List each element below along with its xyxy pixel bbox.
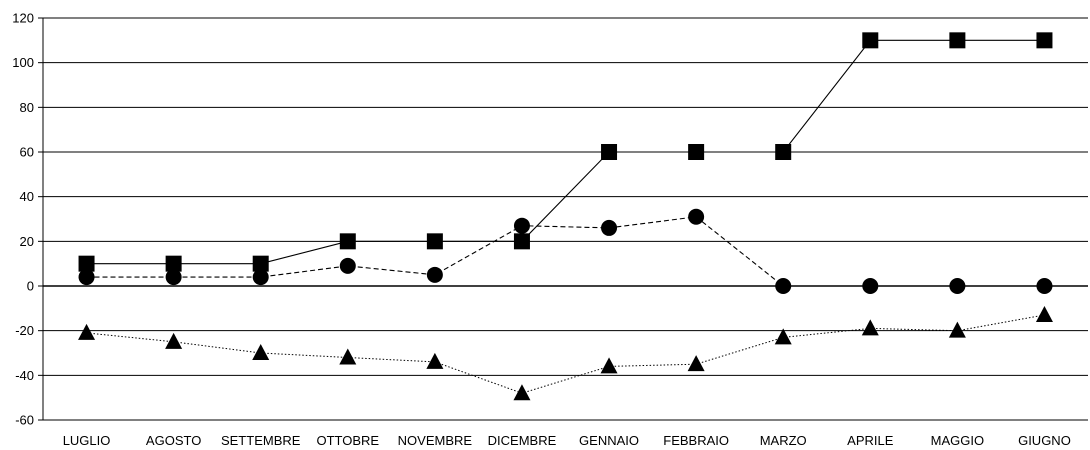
data-point <box>1036 32 1053 49</box>
series-square <box>78 32 1053 272</box>
data-point <box>1036 278 1053 294</box>
data-point <box>426 233 443 250</box>
data-point <box>165 269 182 286</box>
data-point <box>339 233 356 250</box>
x-tick-label: MAGGIO <box>931 433 984 448</box>
y-tick-label: -40 <box>15 368 34 383</box>
grid-lines <box>43 17 1088 421</box>
x-tick-label: AGOSTO <box>146 433 201 448</box>
data-point <box>600 357 618 374</box>
y-tick-label: 80 <box>20 100 34 115</box>
series <box>78 32 1053 401</box>
data-point <box>78 255 95 272</box>
x-tick-label: NOVEMBRE <box>398 433 473 448</box>
y-tick-label: 100 <box>12 55 34 70</box>
data-point <box>1035 306 1053 323</box>
x-tick-label: SETTEMBRE <box>221 433 301 448</box>
data-point <box>601 144 618 160</box>
data-point <box>513 384 531 401</box>
data-point <box>252 269 269 286</box>
data-point <box>339 257 356 274</box>
data-point <box>339 348 357 365</box>
x-tick-label: FEBBRAIO <box>663 433 729 448</box>
data-point <box>687 355 705 372</box>
x-tick-label: APRILE <box>847 433 894 448</box>
y-tick-label: 120 <box>12 11 34 26</box>
x-tick-label: DICEMBRE <box>488 433 557 448</box>
data-point <box>688 144 705 160</box>
data-point <box>862 32 879 49</box>
series-line <box>86 39 1045 265</box>
y-tick-label: -20 <box>15 323 34 338</box>
x-tick-label: MARZO <box>760 433 807 448</box>
data-point <box>601 219 618 236</box>
x-tick-label: OTTOBRE <box>316 433 379 448</box>
series-line <box>86 314 1045 394</box>
data-point <box>948 321 966 338</box>
data-point <box>775 278 792 294</box>
y-tick-labels: -60 -40 -20 0 20 40 60 80 100 120 <box>12 11 34 428</box>
x-tick-labels: LUGLIO AGOSTO SETTEMBRE OTTOBRE NOVEMBRE DICE… <box>63 433 1071 448</box>
x-tick-label: GENNAIO <box>579 433 639 448</box>
data-point <box>252 344 270 360</box>
data-point <box>513 233 530 250</box>
data-point <box>949 278 966 294</box>
data-point <box>861 319 879 336</box>
data-point <box>78 269 95 286</box>
data-point <box>78 323 96 340</box>
y-tick-label: 40 <box>20 189 34 204</box>
series-line <box>86 216 1045 287</box>
data-point <box>513 217 530 234</box>
data-point <box>688 208 705 225</box>
axes <box>38 17 1088 421</box>
data-point <box>862 278 879 294</box>
y-tick-label: 20 <box>20 234 34 249</box>
data-point <box>949 32 966 49</box>
data-point <box>774 328 792 345</box>
series-triangle <box>78 306 1053 401</box>
data-point <box>165 332 183 349</box>
data-point <box>426 266 443 283</box>
x-tick-label: GIUGNO <box>1018 433 1071 448</box>
series-circle <box>78 208 1053 294</box>
y-tick-label: 60 <box>20 145 34 160</box>
data-point <box>775 144 792 160</box>
x-tick-label: LUGLIO <box>63 433 111 448</box>
data-point <box>252 255 269 272</box>
data-point <box>426 352 444 369</box>
y-tick-label: -60 <box>15 413 34 428</box>
y-tick-label: 0 <box>27 279 34 294</box>
data-point <box>165 255 182 272</box>
